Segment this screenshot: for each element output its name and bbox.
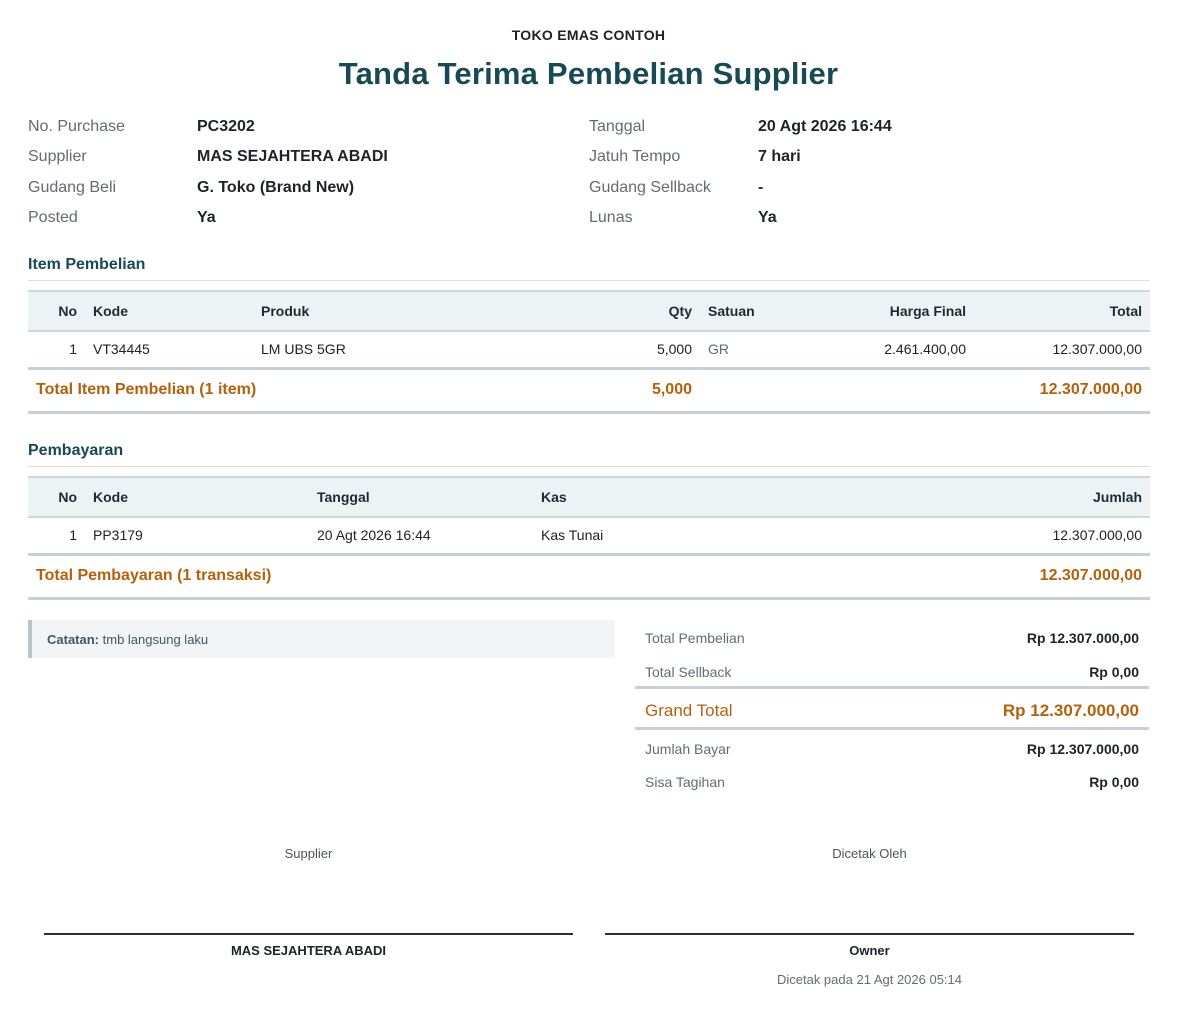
info-value-jatuh-tempo: 7 hari [758, 148, 801, 165]
payments-total-label: Total Pembayaran (1 transaksi) [28, 552, 533, 600]
items-total-row: Total Item Pembelian (1 item) 5,000 12.3… [28, 366, 1150, 414]
info-value-supplier: MAS SEJAHTERA ABADI [197, 148, 388, 165]
info-value-gudang-beli: G. Toko (Brand New) [197, 179, 355, 196]
info-label-jatuh-tempo: Jatuh Tempo [589, 148, 681, 165]
items-table: No Kode Produk Qty Satuan Harga Final To… [28, 290, 1150, 414]
payments-section-divider [28, 466, 1150, 467]
col-header-tanggal: Tanggal [309, 476, 533, 518]
payments-section-title: Pembayaran [28, 442, 124, 459]
printed-at: Dicetak pada 21 Agt 2026 05:14 [776, 972, 963, 987]
payment-no: 1 [69, 527, 77, 544]
summary-value: Rp 12.307.000,00 [1026, 741, 1139, 757]
grand-total-value: Rp 12.307.000,00 [1002, 701, 1139, 720]
item-qty: 5,000 [656, 341, 692, 358]
items-section-title: Item Pembelian [28, 256, 146, 273]
info-label-supplier: Supplier [28, 148, 87, 165]
item-kode: VT34445 [93, 341, 150, 358]
store-name: TOKO EMAS CONTOH [511, 27, 666, 43]
info-value-lunas: Ya [758, 209, 777, 226]
col-header-jumlah: Jumlah [833, 476, 1150, 518]
summary-value: Rp 0,00 [1089, 664, 1139, 680]
payments-table: No Kode Tanggal Kas Jumlah 1 PP3179 20 A… [28, 476, 1150, 600]
signature-left-role: Supplier [284, 846, 333, 861]
info-value-no-purchase: PC3202 [197, 118, 255, 135]
table-row: 1 VT34445 LM UBS 5GR 5,000 GR 2.461.400,… [28, 331, 1150, 368]
col-header-no: No [28, 290, 85, 332]
summary-divider [635, 727, 1149, 730]
table-row: 1 PP3179 20 Agt 2026 16:44 Kas Tunai 12.… [28, 517, 1150, 554]
payments-total-amount: 12.307.000,00 [833, 552, 1150, 600]
signature-right-role: Dicetak Oleh [832, 846, 907, 861]
info-value-gudang-sellback: - [758, 179, 764, 196]
col-header-harga-final: Harga Final [800, 290, 974, 332]
payment-kas: Kas Tunai [541, 527, 604, 544]
summary-value: Rp 0,00 [1089, 774, 1139, 790]
payments-total-row: Total Pembayaran (1 transaksi) 12.307.00… [28, 552, 1150, 600]
summary-label: Total Sellback [645, 664, 732, 680]
item-produk: LM UBS 5GR [261, 341, 346, 358]
item-satuan: GR [708, 341, 729, 358]
payment-kode: PP3179 [93, 527, 143, 544]
summary-divider [635, 686, 1149, 689]
summary-label: Sisa Tagihan [645, 774, 725, 790]
items-total-qty: 5,000 [508, 366, 700, 414]
payment-jumlah: 12.307.000,00 [1052, 527, 1142, 544]
signature-right-line [605, 933, 1134, 935]
item-total: 12.307.000,00 [1052, 341, 1142, 358]
signature-right-name: Owner [849, 943, 890, 958]
info-label-tanggal: Tanggal [589, 118, 646, 135]
items-section-divider [28, 280, 1150, 281]
info-label-no-purchase: No. Purchase [28, 118, 125, 135]
items-total-amount: 12.307.000,00 [974, 366, 1150, 414]
item-harga-final: 2.461.400,00 [884, 341, 966, 358]
items-table-header: No Kode Produk Qty Satuan Harga Final To… [28, 290, 1150, 332]
info-label-lunas: Lunas [589, 209, 633, 226]
col-header-kode: Kode [85, 476, 309, 518]
signature-left-line [44, 933, 573, 935]
item-no: 1 [69, 341, 77, 358]
col-header-no: No [28, 476, 85, 518]
col-header-satuan: Satuan [700, 290, 800, 332]
info-label-gudang-beli: Gudang Beli [28, 179, 117, 196]
col-header-kas: Kas [533, 476, 833, 518]
grand-total-label: Grand Total [645, 701, 733, 720]
document-title: Tanda Terima Pembelian Supplier [338, 56, 839, 91]
col-header-produk: Produk [253, 290, 508, 332]
note-box: Catatan: tmb langsung laku [28, 620, 615, 658]
summary-value: Rp 12.307.000,00 [1026, 630, 1139, 646]
payment-tanggal: 20 Agt 2026 16:44 [317, 527, 431, 544]
items-total-label: Total Item Pembelian (1 item) [28, 366, 508, 414]
signature-left-name: MAS SEJAHTERA ABADI [230, 943, 387, 958]
info-value-posted: Ya [197, 209, 216, 226]
note-label: Catatan: [47, 632, 100, 647]
summary-label: Total Pembelian [645, 630, 745, 646]
info-label-posted: Posted [28, 209, 78, 226]
info-label-gudang-sellback: Gudang Sellback [589, 179, 711, 196]
col-header-kode: Kode [85, 290, 253, 332]
col-header-qty: Qty [508, 290, 700, 332]
note-text: tmb langsung laku [102, 632, 209, 647]
col-header-total: Total [974, 290, 1150, 332]
info-value-tanggal: 20 Agt 2026 16:44 [758, 118, 892, 135]
summary-label: Jumlah Bayar [645, 741, 731, 757]
payments-table-header: No Kode Tanggal Kas Jumlah [28, 476, 1150, 518]
